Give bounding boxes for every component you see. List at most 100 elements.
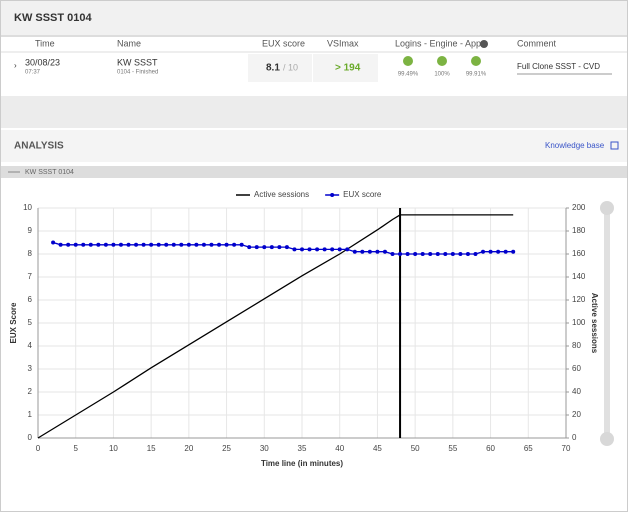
tab-bar (1, 166, 627, 178)
y-tick-label: 8 (28, 249, 33, 258)
y2-tick-label: 80 (572, 341, 581, 350)
col-header: EUX score (262, 38, 305, 48)
point (179, 242, 184, 247)
x-tick-label: 55 (448, 444, 457, 453)
tab-label: KW SSST 0104 (25, 169, 74, 176)
point (413, 252, 418, 256)
x-tick-label: 30 (260, 444, 269, 453)
point (201, 242, 206, 247)
point (443, 252, 448, 256)
slider-handle[interactable] (600, 201, 614, 215)
series-line (37, 214, 514, 439)
point (458, 252, 463, 256)
point (428, 252, 433, 256)
y-tick-label: 4 (28, 341, 33, 350)
y2-tick-label: 0 (572, 433, 577, 442)
point (405, 252, 410, 256)
point (307, 247, 312, 252)
spacer (1, 96, 627, 128)
point (337, 247, 342, 252)
point (194, 242, 199, 247)
status-icon (403, 56, 413, 66)
legend-swatch (330, 193, 335, 197)
point (262, 245, 267, 250)
vsimax: > 194 (335, 63, 361, 74)
point (277, 245, 282, 250)
point (66, 242, 71, 247)
point (149, 242, 154, 247)
y-tick-label: 2 (28, 387, 33, 396)
name-sub: 0104 - Finished (117, 70, 158, 76)
time-sub: 07:37 (25, 70, 41, 76)
point (73, 242, 78, 247)
point (300, 247, 304, 252)
apps: 99.91% (466, 72, 487, 78)
point (360, 249, 365, 254)
point (367, 249, 372, 254)
point (103, 242, 108, 247)
point (398, 252, 403, 256)
point (390, 252, 395, 256)
point (186, 242, 191, 247)
legend-label: Active sessions (254, 190, 309, 199)
point (450, 252, 455, 256)
col-header: Time (35, 38, 55, 48)
point (345, 247, 350, 252)
y2-tick-label: 100 (572, 318, 586, 327)
point (58, 242, 63, 247)
point (292, 247, 297, 252)
x-axis-title: Time line (in minutes) (261, 459, 343, 468)
analysis-title: ANALYSIS (14, 141, 64, 152)
point (496, 249, 501, 254)
y2-tick-label: 20 (572, 410, 581, 419)
x-tick-label: 45 (373, 444, 382, 453)
point (382, 249, 387, 254)
x-tick-label: 20 (184, 444, 193, 453)
y2-tick-label: 160 (572, 249, 586, 258)
y2-tick-label: 180 (572, 226, 586, 235)
point (88, 242, 93, 247)
point (269, 245, 274, 250)
y2-tick-label: 120 (572, 295, 586, 304)
col-header: Logins - Engine - Apps (395, 38, 486, 48)
time: 30/08/23 (25, 57, 60, 67)
point (141, 242, 146, 247)
y-tick-label: 0 (28, 433, 33, 442)
point (254, 245, 259, 250)
point (96, 242, 101, 247)
point (81, 242, 86, 247)
point (481, 249, 486, 254)
point (473, 252, 478, 256)
eux-score: 8.1 (266, 63, 280, 74)
point (375, 249, 380, 254)
x-tick-label: 35 (298, 444, 307, 453)
x-tick-label: 60 (486, 444, 495, 453)
point (322, 247, 327, 252)
y2-tick-label: 60 (572, 364, 581, 373)
point (352, 249, 357, 254)
point (488, 249, 493, 254)
x-tick-label: 15 (147, 444, 156, 453)
knowledge-link[interactable]: Knowledge base (545, 141, 605, 150)
point (171, 242, 176, 247)
legend-label: EUX score (343, 190, 382, 199)
name: KW SSST (117, 57, 158, 67)
x-tick-label: 0 (36, 444, 41, 453)
info-icon[interactable] (480, 40, 488, 48)
point (435, 252, 440, 256)
slider-handle[interactable] (600, 432, 614, 446)
col-header: Name (117, 38, 141, 48)
x-tick-label: 50 (411, 444, 420, 453)
x-tick-label: 70 (562, 444, 571, 453)
y-tick-label: 9 (28, 226, 33, 235)
y-tick-label: 3 (28, 364, 33, 373)
x-tick-label: 40 (335, 444, 344, 453)
col-header: VSImax (327, 38, 359, 48)
point (156, 242, 161, 247)
point (217, 242, 222, 247)
expand-icon[interactable]: › (14, 61, 17, 70)
y2-tick-label: 140 (572, 272, 586, 281)
point (111, 242, 116, 247)
